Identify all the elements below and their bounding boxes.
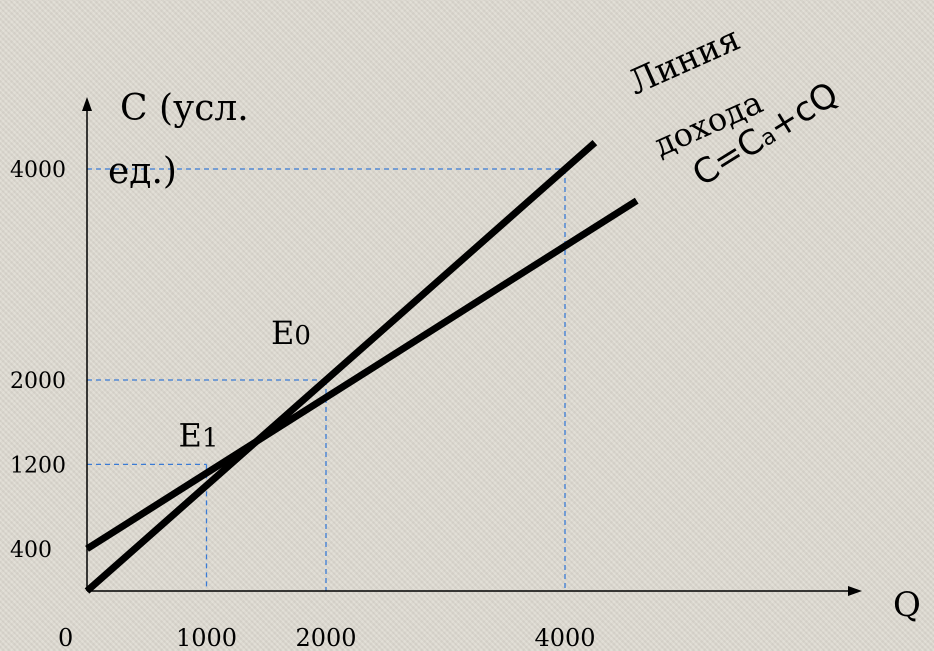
consumption-line [85,197,639,552]
y-tick-label-4000: 4000 [10,158,66,183]
y-tick-label-2000: 2000 [10,369,66,394]
y-axis-label-line-1: C (усл. [120,88,249,129]
point-label-e1: E1 [179,416,219,454]
income-line [84,140,598,594]
x-tick-label-1000: 1000 [176,624,237,651]
y-tick-label-400: 400 [10,538,52,563]
tick-labels: 400 1200 2000 4000 1000 2000 4000 [10,158,596,651]
y-axis-arrow [82,97,92,111]
origin-label: 0 [58,624,73,651]
y-axis-label-line-2: ед.) [108,151,177,192]
point-label-e0: E0 [271,314,311,352]
x-axis-arrow [848,586,862,596]
point-labels: E0 E1 [179,314,311,454]
income-line-label-line-1: Линия [622,19,746,103]
series-lines [84,140,639,594]
x-axis-label: Q [893,585,921,625]
x-tick-label-2000: 2000 [295,624,356,651]
x-tick-label-4000: 4000 [534,624,595,651]
y-tick-label-1200: 1200 [10,453,66,478]
axes [82,97,862,596]
